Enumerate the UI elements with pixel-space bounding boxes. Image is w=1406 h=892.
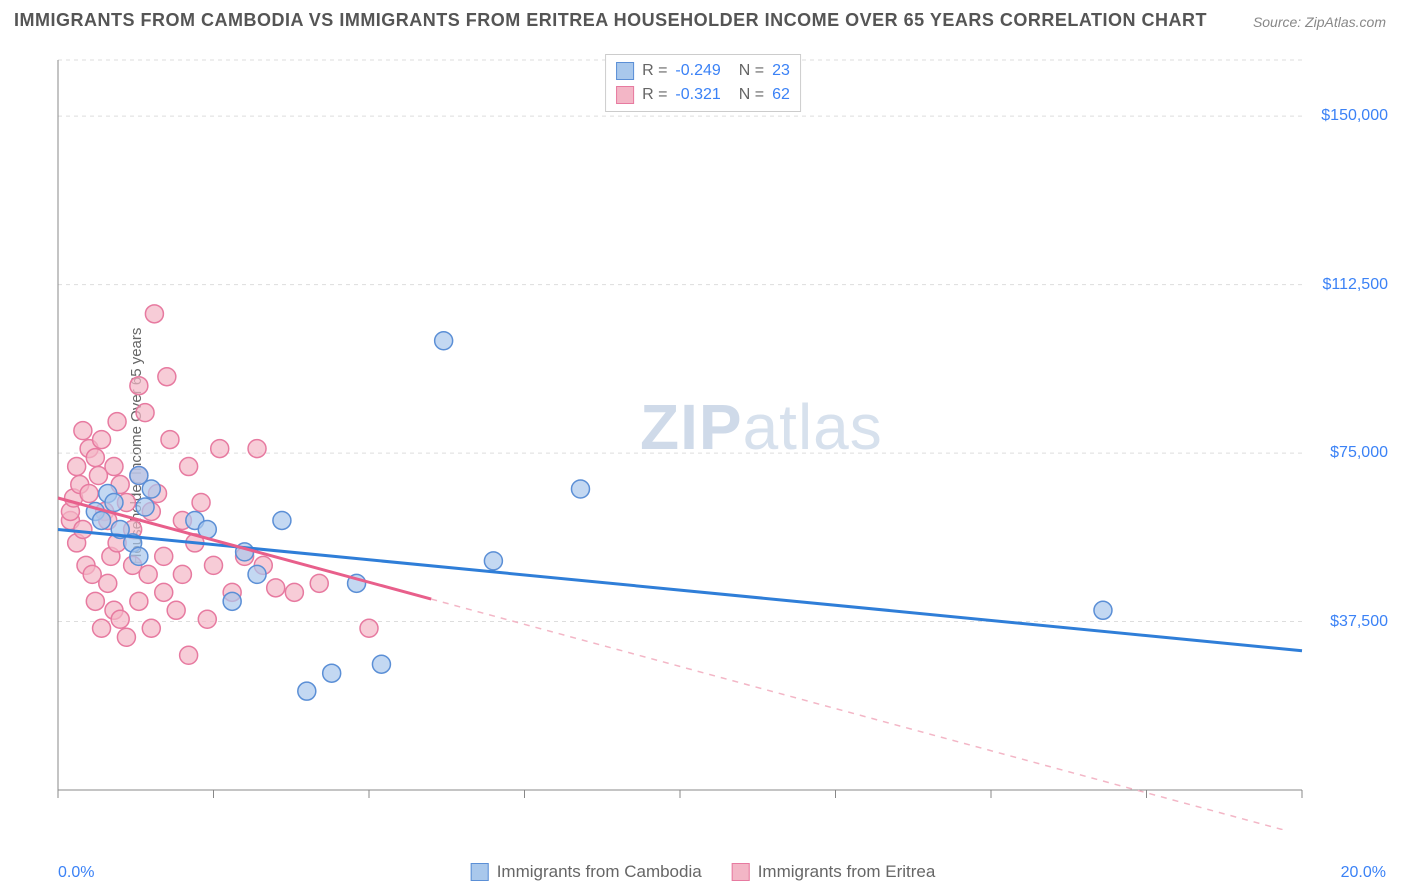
swatch-icon [732,863,750,881]
stats-row-cambodia: R = -0.249 N = 23 [616,59,790,83]
x-axis-max-label: 20.0% [1341,864,1386,882]
scatter-chart-svg [52,50,1392,830]
y-tick-label: $75,000 [1330,444,1388,462]
r-value: -0.249 [675,62,720,80]
y-tick-label: $150,000 [1321,107,1388,125]
legend-item: Immigrants from Eritrea [732,862,936,882]
stats-row-eritrea: R = -0.321 N = 62 [616,83,790,107]
legend-item: Immigrants from Cambodia [471,862,702,882]
chart-title: IMMIGRANTS FROM CAMBODIA VS IMMIGRANTS F… [14,10,1207,31]
x-axis-min-label: 0.0% [58,864,94,882]
legend-label: Immigrants from Cambodia [497,862,702,882]
chart-plot-area [52,50,1392,830]
legend-label: Immigrants from Eritrea [758,862,936,882]
n-value: 23 [772,62,790,80]
correlation-stats-legend: R = -0.249 N = 23 R = -0.321 N = 62 [605,54,801,112]
n-value: 62 [772,86,790,104]
r-value: -0.321 [675,86,720,104]
y-tick-label: $37,500 [1330,613,1388,631]
y-tick-label: $112,500 [1322,276,1388,294]
swatch-icon [616,86,634,104]
swatch-icon [471,863,489,881]
series-legend: Immigrants from Cambodia Immigrants from … [471,862,936,882]
swatch-icon [616,62,634,80]
source-attribution: Source: ZipAtlas.com [1253,14,1386,30]
